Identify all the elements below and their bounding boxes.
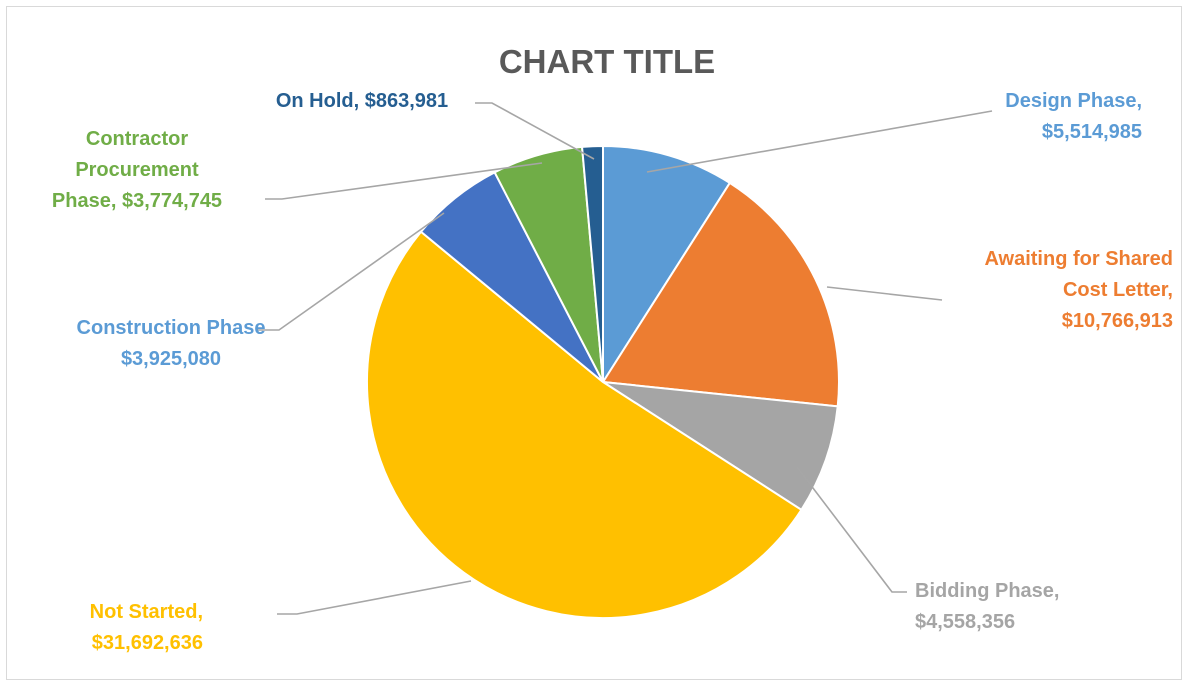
data-label-awaiting-for-shared-cost-letter: Awaiting for Shared Cost Letter, $10,766,9… (984, 248, 1173, 332)
leader-line-bidding-phase (796, 466, 907, 593)
data-label-line: Construction Phase (77, 317, 266, 339)
leader-line-design-phase (646, 110, 993, 173)
leader-lines (257, 102, 993, 615)
data-label-line: $31,692,636 (92, 632, 203, 654)
data-label-line: On Hold, $863,981 (276, 90, 448, 112)
pie-slice-bidding-phase (602, 381, 839, 512)
data-label-line: Bidding Phase, (915, 580, 1059, 602)
pie-slices (365, 144, 840, 619)
leader-line-not-started (277, 580, 472, 615)
pie-slice-awaiting-for-shared-cost-letter (601, 181, 840, 408)
data-label-construction-phase: Construction Phase $3,925,080 (77, 317, 266, 370)
pie-slice-design-phase (602, 144, 732, 386)
data-label-line: $5,514,985 (1042, 121, 1142, 143)
pie-slice-not-started (365, 230, 803, 619)
data-label-line: $4,558,356 (915, 611, 1015, 633)
leader-line-awaiting-for-shared-cost-letter (826, 286, 943, 301)
data-label-line: Design Phase, (1005, 90, 1142, 112)
chart-title: CHART TITLE (499, 43, 715, 80)
data-label-bidding-phase: Bidding Phase, $4,558,356 (915, 580, 1059, 633)
pie-slice-on-hold (580, 144, 604, 383)
leader-line-on-hold (475, 102, 595, 160)
data-label-line: $3,925,080 (121, 348, 221, 370)
data-label-design-phase: Design Phase, $5,514,985 (1005, 90, 1142, 143)
data-labels: Design Phase, $5,514,985 Awaiting for Shar… (52, 90, 1173, 654)
data-label-line: $10,766,913 (1062, 310, 1173, 332)
leader-line-contractor-procurement-phase (265, 162, 543, 200)
data-label-line: Procurement (75, 159, 199, 181)
chart-area: CHART TITLE Design Phase, $5,514,985 Await… (6, 6, 1182, 680)
data-label-on-hold: On Hold, $863,981 (276, 90, 448, 112)
data-label-line: Cost Letter, (1063, 279, 1173, 301)
leader-line-construction-phase (257, 212, 445, 331)
data-label-contractor-procurement-phase: Contractor Procurement Phase, $3,774,745 (52, 128, 222, 212)
data-label-line: Phase, $3,774,745 (52, 190, 222, 212)
data-label-line: Not Started, (90, 601, 203, 623)
data-label-line: Contractor (86, 128, 188, 150)
data-label-line: Awaiting for Shared (984, 248, 1173, 270)
data-label-not-started: Not Started, $31,692,636 (90, 601, 203, 654)
pie-chart: CHART TITLE Design Phase, $5,514,985 Await… (52, 43, 1173, 654)
